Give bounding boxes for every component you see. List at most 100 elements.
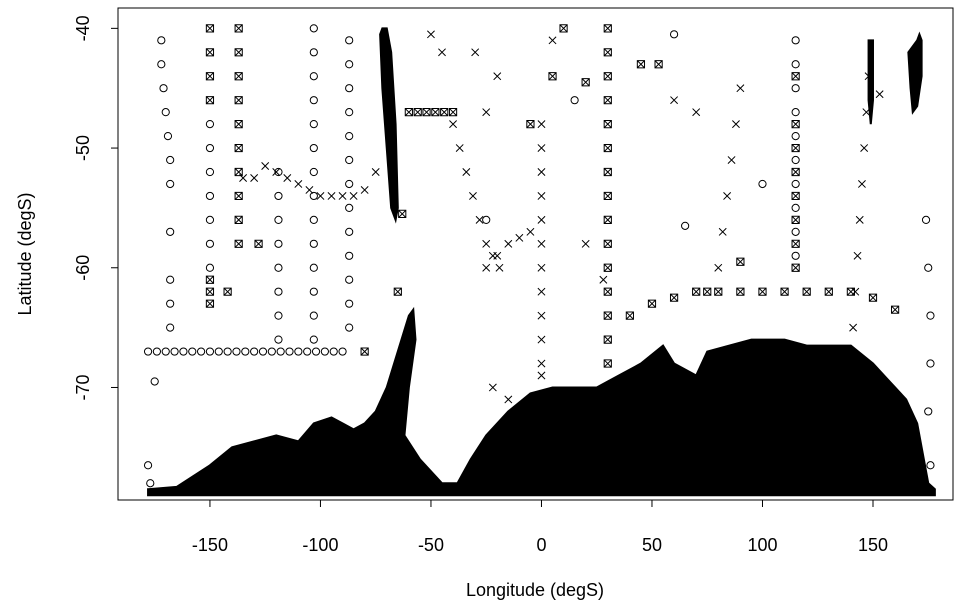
point <box>482 263 491 272</box>
point <box>234 24 243 33</box>
point <box>205 24 215 33</box>
point <box>791 191 800 201</box>
point <box>864 72 873 81</box>
point <box>791 108 800 117</box>
point <box>161 347 170 356</box>
point <box>537 263 546 272</box>
point <box>422 108 431 117</box>
point <box>258 347 268 356</box>
point <box>603 215 612 224</box>
point <box>234 167 243 177</box>
point <box>537 120 546 129</box>
point <box>309 335 318 344</box>
x-tick-label: -50 <box>418 535 444 555</box>
point <box>267 347 276 356</box>
point <box>758 287 767 296</box>
point <box>462 168 471 176</box>
point <box>791 60 800 69</box>
point <box>537 359 546 368</box>
point <box>241 347 250 356</box>
point <box>791 215 800 224</box>
point <box>537 144 546 153</box>
point <box>309 96 318 105</box>
point <box>537 215 546 224</box>
point <box>791 36 800 45</box>
point <box>234 239 243 248</box>
point <box>234 120 243 129</box>
point <box>309 311 318 320</box>
point <box>440 108 449 117</box>
point <box>274 311 283 320</box>
point <box>309 263 318 272</box>
point <box>669 30 679 39</box>
y-tick-label: -60 <box>73 255 93 281</box>
point <box>791 84 800 93</box>
point <box>603 287 612 296</box>
point <box>309 191 318 201</box>
point <box>234 72 243 81</box>
point <box>393 287 402 296</box>
point <box>309 48 318 57</box>
point <box>791 239 800 248</box>
point <box>305 186 314 194</box>
point <box>349 191 358 200</box>
point <box>537 191 546 200</box>
point <box>338 191 347 200</box>
point <box>736 84 745 93</box>
point <box>274 191 283 201</box>
point <box>276 347 285 356</box>
point <box>718 227 727 236</box>
point <box>205 96 215 105</box>
point <box>205 120 215 129</box>
point <box>860 144 869 153</box>
point <box>166 179 175 189</box>
point <box>692 108 701 117</box>
point <box>223 347 232 356</box>
point <box>338 347 347 356</box>
point <box>603 239 612 248</box>
point <box>345 275 354 284</box>
point <box>581 239 590 248</box>
point <box>654 60 663 69</box>
point <box>926 461 935 470</box>
point <box>274 239 283 248</box>
point <box>636 60 646 69</box>
land-polygon <box>907 31 923 115</box>
point <box>890 305 900 314</box>
point <box>309 215 318 224</box>
point <box>791 131 800 141</box>
point <box>603 120 612 129</box>
point <box>603 167 612 177</box>
point <box>647 299 657 308</box>
point <box>868 293 878 302</box>
point <box>157 60 166 69</box>
point <box>692 287 701 296</box>
point <box>669 293 679 302</box>
point <box>862 108 871 117</box>
point <box>853 251 862 260</box>
point <box>205 167 215 177</box>
land-polygon <box>867 39 874 125</box>
point <box>303 347 312 356</box>
point <box>603 72 612 81</box>
point <box>205 275 215 284</box>
point <box>603 191 612 201</box>
point <box>205 48 215 57</box>
point <box>603 263 612 272</box>
point <box>681 221 690 230</box>
point <box>311 347 321 356</box>
point <box>157 36 166 45</box>
point <box>152 347 161 356</box>
point <box>205 263 215 272</box>
point <box>272 168 281 176</box>
point <box>455 144 464 153</box>
point <box>515 233 524 242</box>
point <box>294 347 303 356</box>
point <box>163 131 173 141</box>
point <box>670 96 679 105</box>
point <box>214 347 223 356</box>
point <box>504 239 513 248</box>
y-tick-label: -50 <box>73 135 93 161</box>
point <box>475 215 484 224</box>
point <box>824 287 833 296</box>
